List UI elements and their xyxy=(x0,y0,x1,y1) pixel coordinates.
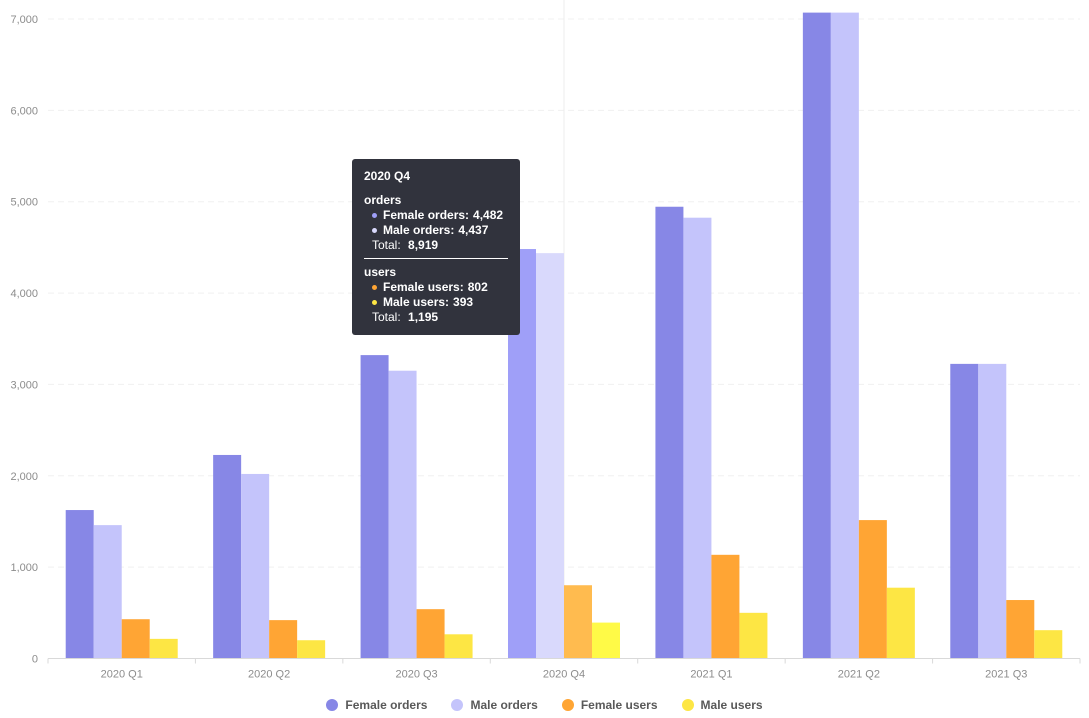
legend-swatch-female-orders xyxy=(326,699,339,711)
tooltip-value: 802 xyxy=(467,280,488,294)
tooltip-dot-icon xyxy=(372,213,377,218)
y-tick-label: 7,000 xyxy=(10,14,38,26)
tooltip-label: Male orders: xyxy=(383,223,455,237)
tooltip-value: 8,919 xyxy=(408,238,439,252)
tooltip-row-male-orders: Male orders: 4,437 xyxy=(364,223,508,238)
legend-item-male-users[interactable]: Male users xyxy=(681,698,763,712)
x-tick-label: 2020 Q1 xyxy=(101,669,143,681)
bar-female-orders[interactable] xyxy=(65,510,94,659)
legend-label: Male orders xyxy=(470,698,538,712)
tooltip-label: Total: xyxy=(372,310,401,324)
y-tick-label: 1,000 xyxy=(10,562,38,574)
tooltip-value: 4,437 xyxy=(458,223,489,237)
bar-female-orders[interactable] xyxy=(655,206,684,659)
bar-male-users[interactable] xyxy=(297,640,326,659)
legend-item-male-orders[interactable]: Male orders xyxy=(451,698,538,712)
legend-swatch-male-users xyxy=(681,699,694,711)
x-tick-label: 2021 Q2 xyxy=(838,669,880,681)
bar-male-users[interactable] xyxy=(886,587,915,659)
bar-female-orders[interactable] xyxy=(950,363,979,659)
tooltip-group-users: users xyxy=(364,265,397,279)
bar-male-orders[interactable] xyxy=(241,473,270,659)
y-tick-label: 5,000 xyxy=(10,197,38,209)
bar-female-users[interactable] xyxy=(711,554,740,659)
legend: Female orders Male orders Female users M… xyxy=(0,695,1089,715)
y-tick-label: 0 xyxy=(32,654,38,666)
x-axis-ticks: 2020 Q1 2020 Q2 2020 Q3 2020 Q4 2021 Q1 2021 … xyxy=(47,658,1081,681)
tooltip-value: 393 xyxy=(453,295,474,309)
x-tick-label: 2020 Q3 xyxy=(395,669,437,681)
legend-item-female-orders[interactable]: Female orders xyxy=(326,698,427,712)
bar-male-orders[interactable] xyxy=(536,253,564,659)
x-tick-label: 2020 Q2 xyxy=(248,669,290,681)
tooltip-row-orders-total: Total: 8,919 xyxy=(364,238,508,253)
y-tick-label: 2,000 xyxy=(10,471,38,483)
tooltip-divider xyxy=(364,258,508,259)
legend-swatch-female-users xyxy=(561,699,574,711)
tooltip-label: Male users: xyxy=(383,295,450,309)
bar-male-orders[interactable] xyxy=(93,525,122,659)
x-tick-label: 2021 Q1 xyxy=(690,669,732,681)
bar-female-users[interactable] xyxy=(269,620,298,659)
bar-male-users[interactable] xyxy=(739,612,768,659)
bar-female-users[interactable] xyxy=(1006,600,1035,659)
legend-label: Female orders xyxy=(345,698,428,712)
bar-male-users[interactable] xyxy=(1034,630,1063,659)
bar-female-users[interactable] xyxy=(416,609,445,659)
bar-female-users[interactable] xyxy=(121,619,150,659)
bar-series xyxy=(65,12,1063,659)
bar-male-orders[interactable] xyxy=(978,363,1007,659)
tooltip-dot-icon xyxy=(372,300,377,305)
y-tick-label: 6,000 xyxy=(10,105,38,117)
tooltip-dot-icon xyxy=(372,285,377,290)
bar-male-users[interactable] xyxy=(592,622,620,659)
tooltip-label: Female orders: xyxy=(383,208,470,222)
tooltip-row-female-orders: Female orders: 4,482 xyxy=(364,208,508,223)
tooltip-row-users-total: Total: 1,195 xyxy=(364,310,508,325)
y-tick-label: 4,000 xyxy=(10,288,38,300)
x-tick-label: 2020 Q4 xyxy=(543,669,585,681)
tooltip-dot-icon xyxy=(372,228,377,233)
chart-tooltip: 2020 Q4 orders Female orders: 4,482 Male… xyxy=(352,159,520,335)
y-tick-label: 3,000 xyxy=(10,379,38,391)
bar-female-orders[interactable] xyxy=(213,454,242,659)
bar-male-users[interactable] xyxy=(444,634,473,659)
tooltip-value: 4,482 xyxy=(473,208,504,222)
legend-swatch-male-orders xyxy=(451,699,464,711)
y-axis-ticks: 0 1,000 2,000 3,000 4,000 5,000 6,000 7,000 xyxy=(10,14,38,666)
bar-chart: 0 1,000 2,000 3,000 4,000 5,000 6,000 7,000 202… xyxy=(10,0,1081,681)
x-tick-label: 2021 Q3 xyxy=(985,669,1027,681)
bar-male-orders[interactable] xyxy=(830,12,859,659)
bar-female-users[interactable] xyxy=(858,520,887,659)
bar-female-orders[interactable] xyxy=(802,12,831,659)
tooltip-label: Total: xyxy=(372,238,401,252)
bar-female-users[interactable] xyxy=(564,585,592,659)
bar-male-users[interactable] xyxy=(149,638,178,659)
tooltip-group-orders: orders xyxy=(364,193,402,207)
tooltip-value: 1,195 xyxy=(408,310,439,324)
bar-male-orders[interactable] xyxy=(683,217,712,659)
legend-label: Male users xyxy=(700,698,763,712)
tooltip-label: Female users: xyxy=(383,280,464,294)
tooltip-row-male-users: Male users: 393 xyxy=(364,295,508,310)
bar-female-orders[interactable] xyxy=(360,355,389,659)
legend-label: Female users xyxy=(580,698,658,712)
legend-item-female-users[interactable]: Female users xyxy=(561,698,658,712)
bar-male-orders[interactable] xyxy=(388,370,417,659)
tooltip-row-female-users: Female users: 802 xyxy=(364,280,508,295)
tooltip-title: 2020 Q4 xyxy=(364,169,411,183)
